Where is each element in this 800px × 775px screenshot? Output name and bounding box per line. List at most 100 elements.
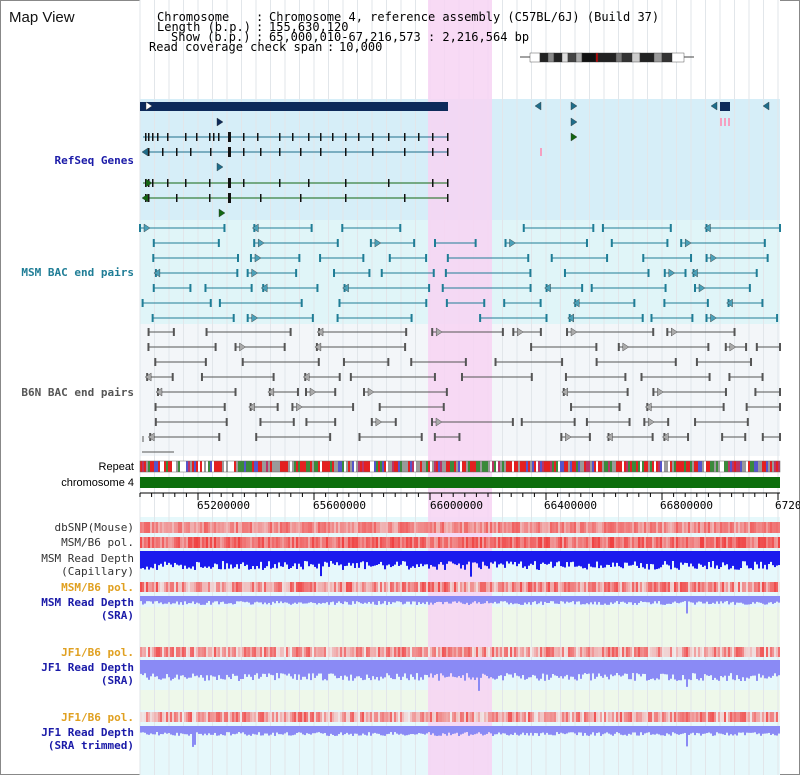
jf1-pol-2-cell [262, 712, 264, 722]
b6n-bac-pair-end [420, 433, 423, 441]
msm-sra-depth-bar [486, 596, 488, 602]
msm-cap-depth-bar [280, 551, 282, 567]
msm-bac-pair-end [209, 299, 212, 307]
jf1-sra-depth-bar [506, 660, 508, 674]
repeat-seg [696, 461, 698, 472]
track-label-msm-bac[interactable]: MSM BAC end pairs [21, 266, 134, 279]
msm-pol-cell [208, 537, 210, 548]
msm-sra-depth-bar [168, 596, 170, 603]
msm-cap-depth-bar [408, 551, 410, 570]
jf1-trim-depth-bar [430, 726, 432, 735]
jf1-trim-depth-bar [350, 726, 352, 734]
jf1-pol-cell [410, 647, 412, 657]
jf1-sra-depth-bar [638, 660, 640, 675]
jf1-sra-depth-bar [288, 660, 290, 674]
msm-pol-2-cell [142, 582, 144, 592]
msm-pol-cell [608, 537, 610, 548]
msm-cap-depth-bar [772, 551, 774, 566]
msm-pol-2-cell [530, 582, 532, 592]
jf1-pol-2-cell [500, 712, 502, 722]
dbsnp-cell [512, 522, 514, 533]
msm-sra-depth-bar [602, 596, 604, 605]
jf1-pol-cell [742, 647, 744, 657]
jf1-pol-2-cell [418, 712, 420, 722]
msm-sra-depth-bar [776, 596, 778, 602]
msm-pol-cell [384, 537, 386, 548]
msm-cap-depth-bar [672, 551, 674, 562]
msm-pol-2-cell [642, 582, 644, 592]
exon [432, 179, 434, 187]
jf1-trim-depth-bar [496, 726, 498, 735]
msm-cap-depth-bar [490, 551, 492, 563]
b6n-bac-pair-end [750, 358, 753, 366]
track-label-b6n-bac[interactable]: B6N BAC end pairs [21, 386, 134, 399]
jf1-sra-depth-bar [712, 660, 714, 681]
msm-cap-depth-bar [584, 551, 586, 568]
msm-bac-pair-end [684, 269, 687, 277]
msm-sra-depth-bar [272, 596, 274, 602]
dbsnp-cell [550, 522, 552, 533]
msm-pol-cell [230, 537, 232, 548]
jf1-trim-depth-bar [664, 726, 666, 736]
jf1-sra-depth-bar [378, 660, 380, 681]
repeat-seg [608, 461, 610, 472]
msm-sra-depth-bar [710, 596, 712, 604]
msm-pol-2-cell [164, 582, 166, 592]
dbsnp-cell [504, 522, 506, 533]
jf1-pol-cell [144, 647, 146, 657]
jf1-trim-depth-bar [742, 726, 744, 733]
jf1-sra-depth-bar [734, 660, 736, 681]
msm-sra-depth-bar [760, 596, 762, 603]
jf1-pol-2-cell [214, 712, 216, 722]
jf1-trim-depth-bar [730, 726, 732, 735]
repeat-seg [478, 461, 480, 472]
msm-sra-depth-bar [688, 596, 690, 602]
jf1-sra-depth-bar [274, 660, 276, 681]
jf1-sra-depth-bar [728, 660, 730, 676]
msm-pol-2-cell [444, 582, 446, 592]
dbsnp-cell [216, 522, 218, 533]
dbsnp-cell [594, 522, 596, 533]
jf1-pol-cell [632, 647, 634, 657]
jf1-trim-depth-bar [648, 726, 650, 733]
jf1-sra-depth-bar [366, 660, 368, 675]
jf1-trim-depth-bar [294, 726, 296, 735]
jf1-sra-depth-bar [642, 660, 644, 674]
repeat-seg [422, 461, 424, 472]
repeat-seg [678, 461, 680, 472]
jf1-pol-cell [262, 647, 264, 657]
msm-pol-2-cell [608, 582, 610, 592]
msm-bac-pair-end [590, 284, 593, 292]
msm-pol-cell [480, 537, 482, 548]
jf1-trim-depth-bar [542, 726, 544, 733]
jf1-pol-2-cell [522, 712, 524, 722]
msm-pol-2-cell [346, 582, 348, 592]
jf1-pol-2-cell [676, 712, 678, 722]
msm-pol-2-cell [278, 582, 280, 592]
dbsnp-cell [298, 522, 300, 533]
msm-bac-pair-arrow [726, 298, 733, 308]
jf1-sra-depth-bar [578, 660, 580, 675]
msm-pol-cell [238, 537, 240, 548]
msm-cap-depth-bar [352, 551, 354, 564]
jf1-pol-cell [694, 647, 696, 657]
msm-sra-depth-bar [326, 596, 328, 603]
b6n-bac-pair-end [283, 343, 286, 351]
msm-pol-cell [686, 537, 688, 548]
track-label-jf1-depth-trim-1: JF1 Read Depth [41, 726, 134, 739]
jf1-pol-cell [558, 647, 560, 657]
jf1-trim-depth-bar [172, 726, 174, 736]
repeat-seg [292, 461, 294, 472]
msm-cap-depth-bar [742, 551, 744, 562]
msm-pol-2-cell [300, 582, 302, 592]
msm-pol-2-cell [476, 582, 478, 592]
dbsnp-cell [772, 522, 774, 533]
jf1-pol-2-cell [272, 712, 274, 722]
track-label-refseq[interactable]: RefSeq Genes [54, 154, 134, 167]
dbsnp-cell [500, 522, 502, 533]
msm-pol-cell [586, 537, 588, 548]
dbsnp-cell [358, 522, 360, 533]
dbsnp-cell [318, 522, 320, 533]
msm-cap-depth-bar [392, 551, 394, 567]
